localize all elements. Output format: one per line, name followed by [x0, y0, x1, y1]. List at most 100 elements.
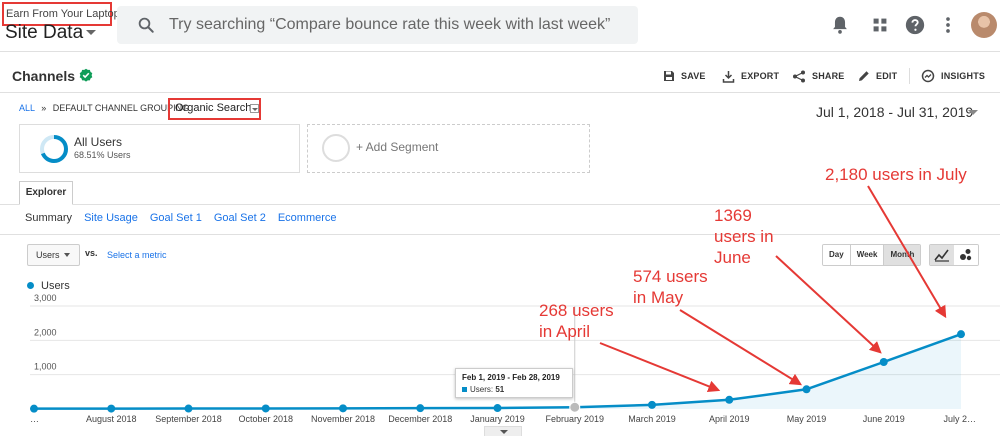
- breadcrumb-grouping: DEFAULT CHANNEL GROUPING: [52, 103, 190, 113]
- explorer-subtabs: Summary Site Usage Goal Set 1 Goal Set 2…: [25, 212, 337, 224]
- save-button[interactable]: SAVE: [663, 68, 706, 84]
- line-chart-button[interactable]: [930, 245, 954, 265]
- subtab-divider: [0, 234, 1000, 235]
- y-tick-label: 2,000: [34, 327, 57, 337]
- date-range-picker[interactable]: Jul 1, 2018 - Jul 31, 2019: [816, 104, 974, 120]
- dimension-dropdown-caret-icon[interactable]: [250, 104, 259, 113]
- segment-card-all-users[interactable]: All Users 68.51% Users: [19, 124, 300, 173]
- tooltip-swatch: [462, 387, 467, 393]
- chart-tooltip: Feb 1, 2019 - Feb 28, 2019 Users: 51: [455, 368, 573, 398]
- bell-icon[interactable]: [829, 14, 851, 36]
- search-input[interactable]: [169, 6, 629, 44]
- tab-baseline: [0, 204, 1000, 205]
- chart-type-group: [929, 244, 979, 266]
- legend-series-swatch: [27, 282, 34, 289]
- share-icon: [793, 70, 805, 82]
- time-granularity-group: Day Week Month: [822, 244, 922, 266]
- breadcrumb: ALL » DEFAULT CHANNEL GROUPING: [19, 103, 189, 113]
- data-point: [107, 404, 116, 413]
- annotation-july: 2,180 users in July: [825, 165, 967, 184]
- brand-tag: Earn From Your Laptop: [6, 8, 120, 20]
- subtab-site-usage[interactable]: Site Usage: [84, 212, 138, 224]
- breadcrumb-current-dimension[interactable]: Organic Search: [175, 102, 252, 114]
- header-divider: [0, 51, 1000, 52]
- y-tick-label: 1,000: [34, 362, 57, 372]
- users-area-chart: 1,000 2,000 3,000 … August 2018 September 201…: [30, 293, 1000, 424]
- segment-name: All Users: [74, 135, 123, 149]
- x-tick-label: …: [30, 414, 39, 424]
- actions-divider: [909, 68, 910, 84]
- subtab-goal-set-2[interactable]: Goal Set 2: [213, 212, 266, 224]
- add-segment-button[interactable]: + Add Segment: [307, 124, 590, 173]
- export-button[interactable]: EXPORT: [722, 68, 779, 84]
- motion-chart-button[interactable]: [954, 245, 978, 265]
- brand-highlight-box: [2, 2, 112, 26]
- site-selector-caret-icon[interactable]: [86, 30, 96, 35]
- avatar[interactable]: [971, 12, 997, 38]
- month-button[interactable]: Month: [884, 245, 921, 265]
- metric-select-caret-icon[interactable]: [64, 253, 70, 257]
- page-title: Channels: [12, 68, 76, 84]
- insights-icon: [921, 69, 935, 83]
- data-point: [957, 330, 965, 339]
- save-label: SAVE: [681, 71, 706, 81]
- week-button[interactable]: Week: [850, 245, 885, 265]
- x-tick-label: November 2018: [311, 414, 375, 424]
- x-tick-label: February 2019: [545, 414, 604, 424]
- vs-label: vs.: [85, 248, 98, 258]
- x-tick-label: September 2018: [155, 414, 222, 424]
- annotation-june: 1369 users in June: [714, 206, 774, 267]
- x-tick-label: June 2019: [863, 414, 905, 424]
- subtab-ecommerce[interactable]: Ecommerce: [277, 212, 337, 224]
- report-header-divider: [0, 92, 1000, 93]
- data-point: [879, 357, 888, 366]
- verified-check-icon: [79, 68, 93, 82]
- data-point: [802, 385, 811, 394]
- date-range-caret-icon[interactable]: [968, 110, 978, 115]
- site-selector[interactable]: Site Data: [5, 22, 84, 43]
- chart-collapse-handle[interactable]: [484, 426, 522, 436]
- subtab-summary[interactable]: Summary: [25, 212, 73, 224]
- save-icon: [664, 71, 674, 81]
- subtab-goal-set-1[interactable]: Goal Set 1: [149, 212, 202, 224]
- edit-label: EDIT: [876, 71, 898, 81]
- data-point: [30, 404, 38, 413]
- y-tick-label: 3,000: [34, 293, 57, 303]
- share-label: SHARE: [812, 71, 845, 81]
- apps-grid-icon[interactable]: [869, 14, 891, 36]
- help-icon[interactable]: [904, 14, 926, 36]
- tab-explorer[interactable]: Explorer: [19, 181, 73, 205]
- search-bar[interactable]: [117, 6, 638, 44]
- insights-label: INSIGHTS: [941, 71, 986, 81]
- select-metric-link[interactable]: Select a metric: [107, 250, 167, 260]
- data-point: [261, 404, 270, 413]
- tooltip-title: Feb 1, 2019 - Feb 28, 2019: [462, 373, 560, 382]
- data-point: [725, 395, 734, 404]
- metric-select[interactable]: Users: [27, 244, 80, 266]
- legend-series-label: Users: [41, 280, 70, 292]
- export-icon: [722, 70, 735, 83]
- insights-button[interactable]: INSIGHTS: [921, 68, 985, 84]
- annotation-may: 574 users in May: [633, 267, 708, 307]
- tooltip-row: Users: 51: [462, 385, 566, 394]
- breadcrumb-all-link[interactable]: ALL: [19, 103, 35, 113]
- more-vert-icon[interactable]: [937, 14, 959, 36]
- x-tick-label: April 2019: [709, 414, 750, 424]
- tooltip-label: Users:: [470, 385, 494, 394]
- data-point: [416, 404, 425, 413]
- data-point: [648, 400, 656, 409]
- data-point: [493, 404, 502, 413]
- segment-ring-icon: [40, 135, 68, 163]
- data-point: [184, 404, 193, 413]
- x-tick-label: August 2018: [86, 414, 137, 424]
- data-point: [569, 401, 581, 413]
- export-label: EXPORT: [741, 71, 780, 81]
- edit-button[interactable]: EDIT: [858, 68, 897, 84]
- series-area-fill: [34, 334, 961, 409]
- day-button[interactable]: Day: [823, 245, 851, 265]
- annotation-april: 268 users in April: [539, 301, 614, 341]
- x-tick-label: October 2018: [238, 414, 293, 424]
- share-button[interactable]: SHARE: [792, 68, 845, 84]
- x-tick-label: December 2018: [388, 414, 452, 424]
- search-icon: [138, 17, 154, 33]
